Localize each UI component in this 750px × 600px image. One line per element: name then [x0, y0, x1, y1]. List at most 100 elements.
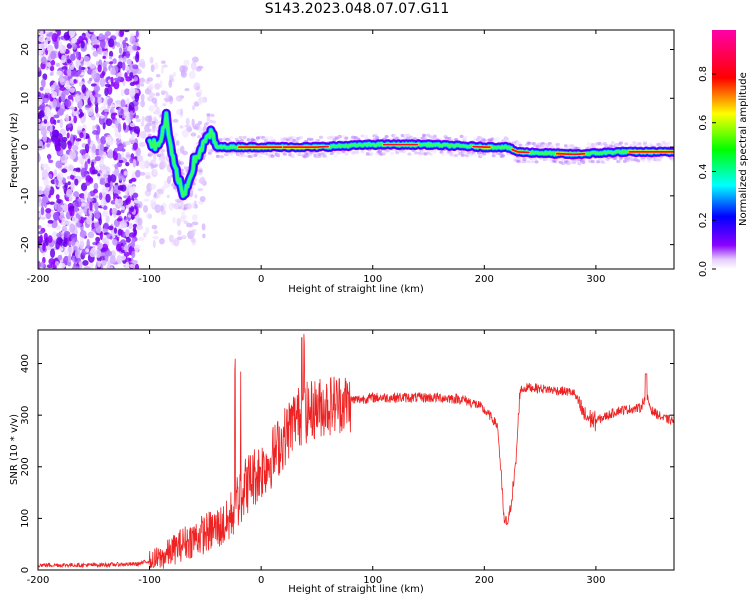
ridge-haze [609, 144, 614, 148]
noise-blob [51, 32, 58, 42]
noise-blob [122, 122, 127, 131]
noise-blob [191, 221, 199, 226]
noise-blob [161, 60, 166, 64]
noise-blob [101, 259, 107, 266]
noise-blob [92, 50, 99, 57]
ridge-haze [586, 142, 591, 146]
noise-blob [114, 163, 119, 170]
noise-blob [47, 235, 53, 244]
noise-blob [55, 145, 61, 152]
noise-blob [180, 214, 187, 220]
noise-blob [62, 241, 68, 248]
noise-blob [78, 64, 82, 75]
ridge-haze [238, 135, 243, 140]
ridge-haze [360, 134, 365, 138]
noise-blob [94, 195, 99, 199]
noise-blob [75, 212, 80, 219]
noise-blob [197, 188, 204, 192]
noise-blob [48, 159, 54, 163]
noise-blob [94, 222, 99, 228]
noise-blob [123, 219, 128, 223]
noise-blob [129, 263, 135, 269]
noise-blob [114, 100, 122, 104]
noise-blob [71, 239, 76, 247]
noise-blob [46, 44, 54, 53]
noise-blob [92, 130, 99, 135]
noise-blob [67, 246, 74, 255]
noise-blob [191, 118, 195, 127]
noise-blob [135, 146, 141, 157]
ridge-haze [360, 149, 365, 153]
noise-blob [87, 158, 91, 164]
colorbar-tick-label: 0.6 [698, 115, 709, 131]
noise-blob [128, 102, 135, 111]
noise-blob [128, 232, 136, 238]
ridge-haze [517, 141, 522, 145]
noise-blob [55, 160, 63, 169]
noise-blob [190, 237, 196, 244]
noise-blob [39, 234, 43, 244]
noise-blob [145, 226, 150, 234]
ridge-haze [229, 152, 234, 156]
noise-blob [82, 259, 89, 266]
ridge-haze [210, 113, 215, 117]
noise-blob [120, 109, 124, 114]
noise-blob [49, 72, 54, 76]
noise-blob [150, 199, 157, 208]
ridge-haze [581, 159, 586, 163]
noise-blob [134, 92, 140, 102]
noise-blob [138, 141, 146, 148]
ridge-haze [590, 142, 595, 147]
noise-blob [117, 143, 124, 152]
noise-blob [125, 261, 130, 269]
noise-blob [154, 62, 159, 70]
noise-blob [180, 70, 187, 78]
noise-blob [152, 239, 156, 249]
noise-blob [57, 172, 64, 182]
noise-blob [184, 88, 190, 92]
ridge-haze [633, 157, 638, 161]
noise-blob [192, 56, 199, 63]
noise-blob [38, 225, 42, 229]
noise-blob [47, 219, 54, 224]
ridge-haze [590, 160, 595, 164]
spectrogram-ridge [145, 108, 674, 201]
noise-blob [97, 173, 101, 177]
noise-blob [73, 115, 78, 124]
noise-blob [113, 227, 118, 234]
ridge-haze [479, 154, 484, 158]
ridge-haze [318, 135, 323, 139]
noise-blob [115, 30, 119, 36]
noise-blob [114, 167, 120, 177]
noise-blob [132, 192, 139, 199]
ridge-haze [447, 136, 452, 141]
noise-blob [108, 50, 114, 58]
noise-blob [125, 50, 131, 59]
ridge-haze [185, 205, 190, 209]
noise-blob [62, 136, 68, 142]
noise-blob [63, 31, 71, 41]
noise-blob [100, 115, 105, 119]
noise-blob [56, 203, 63, 213]
ridge-haze [618, 156, 623, 160]
noise-blob [91, 222, 95, 230]
noise-blob [120, 99, 126, 108]
noise-blob [133, 244, 140, 253]
spectrogram-ylabel: Frequency (Hz) [9, 112, 20, 188]
noise-blob [133, 125, 141, 135]
noise-blob [151, 224, 158, 230]
noise-blob [118, 172, 123, 181]
noise-blob [104, 87, 109, 97]
noise-blob [92, 39, 100, 44]
noise-blob [124, 112, 129, 116]
noise-blob [136, 84, 141, 89]
noise-blob [66, 59, 72, 64]
noise-blob [80, 202, 86, 207]
noise-blob [38, 196, 42, 203]
ridge-haze [333, 154, 338, 158]
noise-blob [53, 169, 57, 177]
noise-blob [139, 77, 145, 83]
noise-blob [166, 194, 170, 199]
ridge-haze [316, 138, 321, 143]
noise-blob [92, 44, 100, 49]
